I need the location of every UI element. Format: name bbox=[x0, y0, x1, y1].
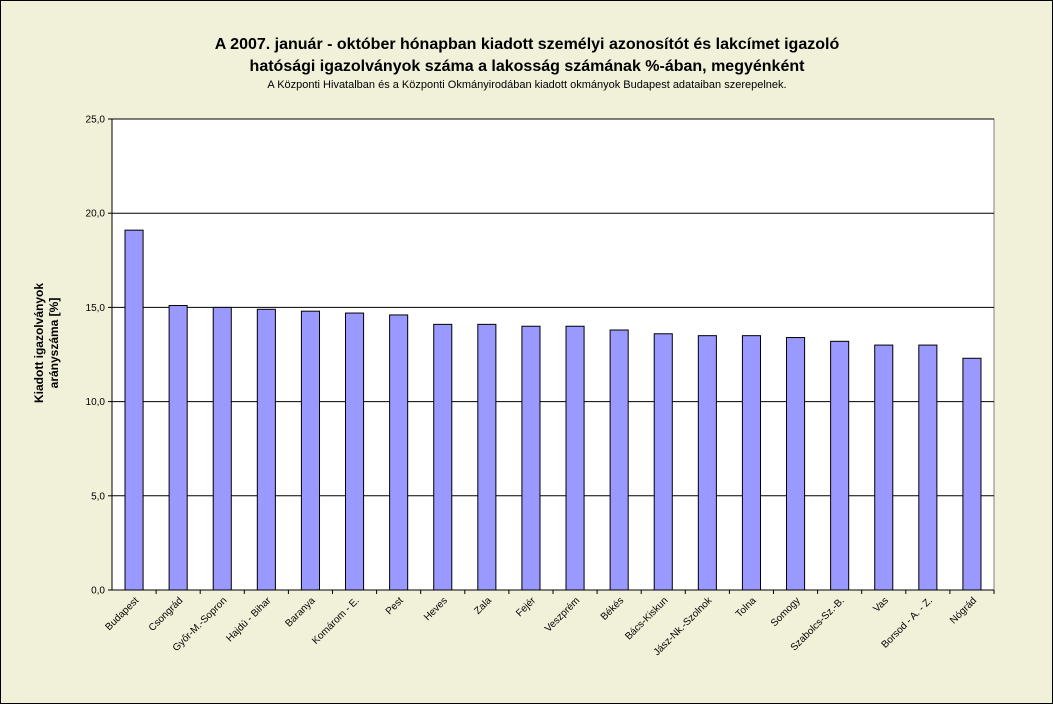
x-tick-label: Veszprém bbox=[543, 595, 582, 634]
x-tick-label: Komárom - E. bbox=[310, 595, 361, 646]
bar bbox=[609, 329, 629, 591]
x-tick-label: Somogy bbox=[769, 595, 803, 629]
bar bbox=[830, 340, 850, 591]
bar bbox=[345, 312, 365, 591]
bar bbox=[697, 335, 717, 591]
y-axis-label-line2: arányszáma [%] bbox=[47, 298, 61, 389]
x-tick-label: Tolna bbox=[734, 595, 759, 620]
bar bbox=[477, 323, 497, 591]
bar bbox=[741, 335, 761, 591]
x-tick-label: Budapest bbox=[104, 595, 142, 633]
y-axis-label: Kiadott igazolványok arányszáma [%] bbox=[32, 283, 61, 403]
bar bbox=[786, 337, 806, 591]
x-tick-label: Baranya bbox=[283, 595, 317, 629]
x-tick-label: Nógrád bbox=[948, 595, 979, 626]
bar bbox=[521, 325, 541, 591]
x-tick-label: Pest bbox=[384, 595, 406, 617]
bar bbox=[433, 323, 453, 591]
bar bbox=[212, 306, 232, 591]
plot-area bbox=[111, 118, 995, 591]
y-axis-label-line1: Kiadott igazolványok bbox=[32, 283, 46, 403]
x-tick-label: Hajdú - Bihar bbox=[224, 595, 274, 645]
x-tick-label: Csongrád bbox=[147, 595, 185, 633]
chart-title-line2: hatósági igazolványok száma a lakosság s… bbox=[250, 58, 806, 75]
x-tick-label: Bács-Kiskun bbox=[623, 595, 670, 642]
bar bbox=[874, 344, 894, 591]
bar bbox=[653, 333, 673, 591]
bar bbox=[124, 229, 144, 591]
chart-subtitle: A Központi Hivatalban és a Központi Okmá… bbox=[267, 79, 786, 91]
y-tick-label: 5,0 bbox=[91, 491, 105, 502]
bar bbox=[300, 310, 320, 591]
x-tick-label: Fejér bbox=[514, 595, 538, 619]
bar bbox=[918, 344, 938, 591]
bar bbox=[168, 305, 188, 591]
bar bbox=[962, 357, 982, 591]
y-tick-label: 10,0 bbox=[86, 397, 106, 408]
bar bbox=[389, 314, 409, 591]
chart-title-line1: A 2007. január - október hónapban kiadot… bbox=[215, 36, 840, 53]
x-tick-label: Heves bbox=[422, 595, 450, 623]
y-tick-label: 25,0 bbox=[86, 115, 106, 126]
x-tick-label: Vas bbox=[871, 595, 890, 614]
x-tick-label: Zala bbox=[472, 595, 494, 617]
bar bbox=[565, 325, 585, 591]
y-tick-label: 0,0 bbox=[91, 586, 105, 597]
x-tick-label: Békés bbox=[599, 595, 626, 622]
bar bbox=[256, 308, 276, 591]
y-tick-label: 15,0 bbox=[86, 303, 106, 314]
y-tick-label: 20,0 bbox=[86, 209, 106, 220]
